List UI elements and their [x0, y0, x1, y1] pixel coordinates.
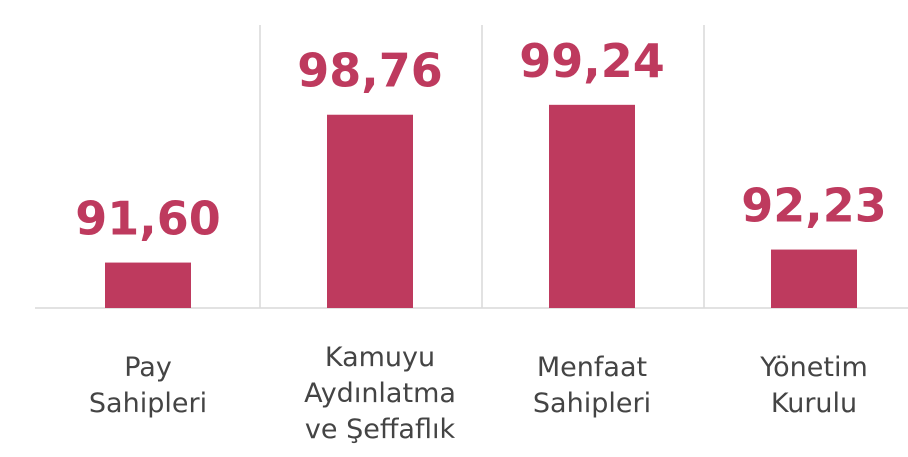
bar: [105, 262, 191, 308]
bar: [771, 249, 857, 308]
bar: [327, 114, 413, 308]
value-label: 99,24: [519, 34, 665, 88]
value-label: 91,60: [75, 192, 221, 246]
value-label: 92,23: [741, 179, 887, 233]
category-label: Yönetim Kurulu: [760, 352, 868, 419]
category-label: Kamuyu Aydınlatma ve Şeffaflık: [304, 342, 456, 445]
value-label: 98,76: [297, 44, 443, 98]
bar: [549, 104, 635, 308]
category-label: Menfaat Sahipleri: [532, 352, 652, 419]
category-label: Pay Sahipleri: [88, 352, 208, 419]
